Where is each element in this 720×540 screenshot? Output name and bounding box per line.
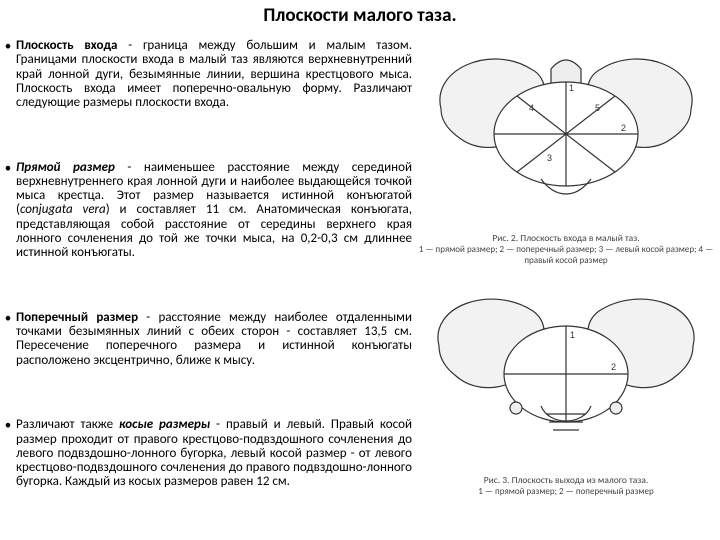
figure-2: 1 2 Рис. 3. Плоскость выхода из малого т… [418, 276, 714, 497]
svg-text:3: 3 [547, 153, 552, 163]
figure-1-caption-legend: 1 — прямой размер; 2 — поперечный размер… [418, 244, 714, 266]
paragraph-2: Прямой размер - наименьшее расстояние ме… [16, 161, 412, 311]
paragraph-3: Поперечный размер - расстояние между наи… [16, 311, 412, 418]
figure-2-caption-legend: 1 — прямой размер; 2 — поперечный размер [418, 486, 714, 497]
lead-term: Прямой размер [16, 160, 115, 175]
figure-1-caption-title: Рис. 2. Плоскость входа в малый таз. [418, 233, 714, 244]
lead-term: Поперечный размер [16, 310, 138, 325]
pelvis-inlet-diagram: 1 2 4 5 3 [421, 39, 711, 229]
lead-term: Плоскость входа [16, 38, 117, 53]
svg-text:2: 2 [611, 362, 616, 372]
svg-text:5: 5 [595, 103, 600, 113]
svg-text:4: 4 [529, 103, 534, 113]
bullet-marker: • [0, 311, 16, 418]
svg-text:2: 2 [621, 123, 626, 133]
lead-term: косые размеры [119, 417, 210, 432]
svg-text:1: 1 [569, 83, 574, 93]
figure-2-caption-title: Рис. 3. Плоскость выхода из малого таза. [418, 475, 714, 486]
para-text: Различают также [16, 417, 119, 432]
page-title: Плоскости малого таза. [0, 0, 720, 39]
paragraph-4: Различают также косые размеры - правый и… [16, 418, 412, 540]
latin-term: conjugata vera [20, 202, 106, 217]
bullet-marker: • [0, 39, 16, 161]
page: Плоскости малого таза. • Плоскость входа… [0, 0, 720, 540]
pelvis-outlet-diagram: 1 2 [421, 276, 711, 471]
bullet-marker: • [0, 161, 16, 311]
figure-1: 1 2 4 5 3 Рис. 2. Плоскость входа в малы… [418, 39, 714, 266]
svg-text:1: 1 [570, 330, 575, 340]
bullet-marker: • [0, 418, 16, 540]
figure-column: 1 2 4 5 3 Рис. 2. Плоскость входа в малы… [412, 39, 720, 540]
paragraph-1: Плоскость входа - граница между большим … [16, 39, 412, 161]
